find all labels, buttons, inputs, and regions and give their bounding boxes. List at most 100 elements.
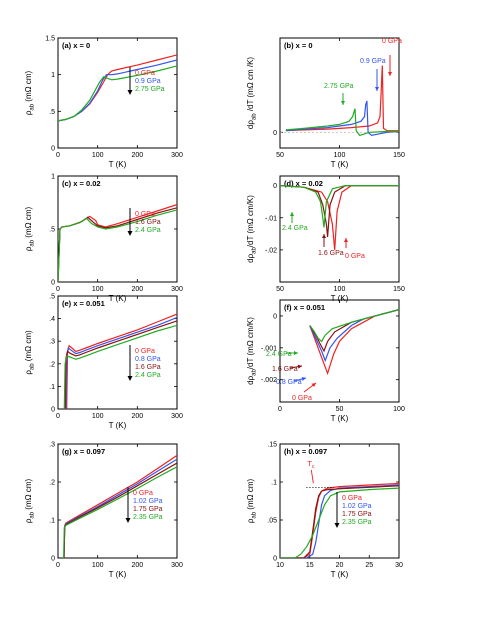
- legend-entry: 2.4 GPa: [135, 227, 161, 234]
- y-axis-label-main: ρ: [24, 246, 33, 251]
- y-axis-label: ρab (mΩ cm): [24, 330, 36, 375]
- annotation-arrow-head: [322, 234, 326, 238]
- series-line-1-6-gpa: [309, 309, 399, 353]
- legend-entry: 0 GPa: [135, 70, 155, 77]
- annotation-arrow-head: [375, 87, 379, 91]
- legend-entry: 0 GPa: [342, 495, 362, 502]
- y-axis-label-unit: /dT (mΩ cm/K): [246, 317, 255, 369]
- x-tick-label: 15: [306, 562, 314, 569]
- y-tick-label: .5: [49, 109, 55, 116]
- annotation-label: 0 GPa: [382, 38, 402, 45]
- pressure-arrow-head: [127, 231, 133, 236]
- series-line-2-4-gpa: [63, 324, 177, 409]
- x-tick-label: 0: [56, 152, 60, 159]
- y-tick-label: 0: [51, 556, 55, 563]
- panel-6: 0 50 100 0 -.001 -.002 T (K) dρab/dT (mΩ cm/K) (…: [246, 299, 405, 423]
- x-tick-label: 100: [334, 286, 346, 293]
- y-axis-label-unit: /dT (mΩ cm /K): [246, 57, 255, 114]
- y-tick-label: 1: [51, 72, 55, 79]
- y-tick-label: .15: [267, 442, 277, 449]
- x-tick-label: 200: [131, 413, 143, 420]
- y-tick-label: 1: [51, 174, 55, 181]
- y-tick-label: 0: [273, 130, 277, 137]
- legend-entry: 0 GPa: [135, 348, 155, 355]
- x-axis-label: T (K): [109, 421, 127, 430]
- panel-title: (d) x = 0.02: [284, 179, 323, 188]
- pressure-arrow-head: [334, 523, 340, 528]
- legend-entry: 0.8 GPa: [135, 356, 161, 363]
- annotation-arrow-head: [344, 238, 348, 242]
- x-axis-label: T (K): [109, 570, 127, 579]
- x-tick-label: 150: [393, 152, 405, 159]
- tc-label: Tc: [307, 459, 315, 470]
- x-tick-label: 200: [131, 286, 143, 293]
- panel-title: (c) x = 0.02: [62, 179, 101, 188]
- y-axis-label-sub: ab: [30, 103, 36, 110]
- y-tick-label: 0: [51, 280, 55, 287]
- annotation-label: 0.8 GPa: [276, 379, 302, 386]
- panel-title: (a) x = 0: [62, 41, 90, 50]
- annotation-label: 0.9 GPa: [360, 58, 386, 65]
- series-line-0-gpa: [58, 204, 177, 282]
- tc-label-main: T: [307, 459, 312, 468]
- plot-frame: [57, 295, 178, 410]
- y-axis-label-unit: (mΩ cm): [24, 330, 33, 363]
- y-axis-label-unit: (mΩ cm): [246, 479, 255, 512]
- y-axis-label-sub: ab: [252, 247, 258, 254]
- series-line-0-gpa: [280, 185, 399, 250]
- series-line-2-35-gpa: [280, 487, 399, 558]
- y-tick-label: 0: [273, 313, 277, 320]
- legend-entry: 0.9 GPa: [135, 78, 161, 85]
- legend-entry: 1.02 GPa: [342, 503, 372, 510]
- legend-entry: 2.35 GPa: [133, 514, 163, 521]
- annotation-label: 2.4 GPa: [282, 225, 308, 232]
- y-axis-label-sub: ab: [30, 239, 36, 246]
- annotation-label: 1.6 GPa: [272, 366, 298, 373]
- pressure-arrow-head: [127, 376, 133, 381]
- y-tick-label: .05: [267, 518, 277, 525]
- y-tick-label: .1: [271, 480, 277, 487]
- y-axis-label-sub: ab: [252, 369, 258, 376]
- panel-title: (f) x = 0.051: [284, 303, 325, 312]
- y-axis-label: ρab (mΩ cm): [246, 479, 258, 524]
- series-line-2-4-gpa: [58, 209, 177, 282]
- y-tick-label: 1.5: [45, 36, 55, 43]
- annotation-arrow-head: [297, 364, 302, 369]
- x-axis-label: T (K): [109, 294, 127, 303]
- y-tick-label: .3: [49, 442, 55, 449]
- y-tick-label: .1: [49, 384, 55, 391]
- series-line-1-02-gpa: [280, 484, 399, 558]
- series-line-0-gpa: [280, 482, 399, 558]
- y-axis-label-main: ρ: [24, 370, 33, 375]
- y-axis-label-sub: ab: [252, 511, 258, 518]
- y-tick-label: 0: [273, 556, 277, 563]
- series-line-2-4-gpa: [309, 309, 399, 343]
- tc-arrow: [310, 469, 314, 484]
- x-tick-label: 100: [393, 406, 405, 413]
- y-axis-label-main: dρ: [246, 120, 255, 129]
- plot-frame: [279, 299, 400, 403]
- x-axis-label: T (K): [331, 414, 349, 423]
- series-line-0-gpa: [66, 313, 177, 409]
- y-axis-label-main: ρ: [246, 518, 255, 523]
- legend-entry: 1.6 GPa: [135, 364, 161, 371]
- tc-label-sub: c: [312, 464, 315, 470]
- x-tick-label: 200: [131, 562, 143, 569]
- series-line-0-gpa: [309, 309, 399, 376]
- x-tick-label: 100: [92, 286, 104, 293]
- x-tick-label: 0: [56, 286, 60, 293]
- x-tick-label: 20: [336, 562, 344, 569]
- y-axis-label: ρab (mΩ cm): [24, 207, 36, 252]
- y-tick-label: -.002: [261, 377, 277, 384]
- series-line-0-gpa: [285, 65, 399, 132]
- annotation-label: 2.4 GPa: [266, 351, 292, 358]
- x-tick-label: 30: [395, 562, 403, 569]
- panel-title: (g) x = 0.097: [62, 447, 105, 456]
- plot-frame: [279, 443, 400, 559]
- y-axis-label-main: ρ: [24, 518, 33, 523]
- series-line-2-75-gpa: [285, 108, 399, 137]
- y-axis-label: dρab/dT (mΩ cm/K): [246, 317, 258, 385]
- legend-entry: 2.4 GPa: [135, 372, 161, 379]
